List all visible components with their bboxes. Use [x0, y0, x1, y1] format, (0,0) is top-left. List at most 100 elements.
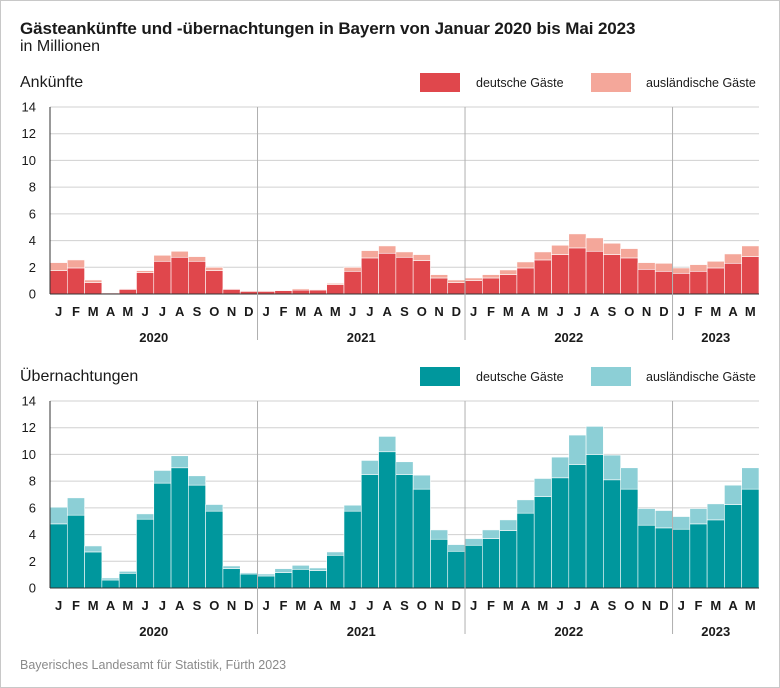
- nights-month-label: F: [487, 598, 495, 613]
- arrivals-month-label: O: [417, 304, 427, 319]
- arrivals-y-tick-label: 6: [29, 206, 36, 221]
- nights-bar-foreign: [188, 475, 206, 486]
- arrivals-month-label: J: [366, 304, 373, 319]
- arrivals-bar-domestic: [464, 280, 483, 295]
- nights-bar-domestic: [239, 573, 258, 589]
- arrivals-month-label: M: [537, 304, 548, 319]
- nights-bar-domestic: [84, 551, 103, 589]
- arrivals-bar-domestic: [188, 260, 206, 295]
- nights-bar-foreign: [170, 455, 189, 469]
- arrivals-bar-foreign: [689, 264, 708, 272]
- arrivals-month-label: O: [624, 304, 634, 319]
- nights-year-label: 2022: [554, 624, 583, 639]
- arrivals-bar-domestic: [153, 260, 172, 295]
- arrivals-bar-domestic: [378, 252, 397, 295]
- nights-month-label: M: [745, 598, 756, 613]
- arrivals-bar-foreign: [118, 288, 137, 290]
- arrivals-year-label: 2020: [139, 330, 168, 345]
- arrivals-bar-domestic: [672, 272, 691, 295]
- arrivals-month-label: M: [330, 304, 341, 319]
- nights-y-tick-label: 14: [22, 394, 36, 409]
- nights-month-label: M: [88, 598, 99, 613]
- arrivals-bar-domestic: [637, 268, 656, 295]
- nights-year-label: 2021: [347, 624, 376, 639]
- arrivals-bar-foreign: [309, 289, 327, 291]
- nights-bar-domestic: [66, 514, 85, 589]
- nights-bar-foreign: [724, 484, 743, 505]
- nights-bar-foreign: [499, 519, 518, 531]
- arrivals-month-label: N: [227, 304, 236, 319]
- nights-month-label: A: [383, 598, 393, 613]
- arrivals-bar-domestic: [689, 270, 708, 295]
- nights-bar-foreign: [118, 571, 137, 574]
- arrivals-month-label: M: [503, 304, 514, 319]
- nights-month-label: J: [159, 598, 166, 613]
- nights-bar-domestic: [637, 524, 656, 589]
- nights-month-label: S: [400, 598, 409, 613]
- nights-bar-foreign: [136, 513, 155, 520]
- arrivals-y-tick-label: 0: [29, 287, 36, 302]
- arrivals-bar-foreign: [378, 245, 397, 254]
- nights-bar-foreign: [395, 461, 414, 475]
- nights-y-tick-label: 10: [22, 447, 36, 462]
- nights-bar-foreign: [49, 506, 68, 525]
- nights-bar-foreign: [706, 503, 725, 521]
- arrivals-bar-foreign: [482, 274, 500, 279]
- nights-month-label: N: [642, 598, 651, 613]
- nights-bar-domestic: [447, 550, 466, 589]
- nights-month-label: F: [694, 598, 702, 613]
- arrivals-month-label: M: [710, 304, 721, 319]
- nights-month-label: O: [209, 598, 219, 613]
- arrivals-bar-foreign: [49, 262, 68, 271]
- nights-bar-domestic: [395, 474, 414, 589]
- arrivals-bar-domestic: [620, 257, 639, 295]
- arrivals-bar-domestic: [222, 289, 241, 295]
- arrivals-month-label: M: [122, 304, 133, 319]
- nights-bar-domestic: [136, 518, 155, 589]
- nights-bar-domestic: [309, 570, 327, 589]
- arrivals-year-label: 2021: [347, 330, 376, 345]
- arrivals-bar-foreign: [239, 290, 258, 292]
- arrivals-month-label: A: [383, 304, 393, 319]
- arrivals-bar-domestic: [568, 247, 587, 295]
- arrivals-y-tick-label: 2: [29, 260, 36, 275]
- arrivals-bar-domestic: [499, 274, 518, 295]
- nights-bar-foreign: [343, 504, 362, 512]
- nights-month-label: J: [470, 598, 477, 613]
- nights-bar-foreign: [603, 454, 621, 481]
- arrivals-month-label: J: [141, 304, 148, 319]
- arrivals-month-label: D: [244, 304, 253, 319]
- arrivals-bar-domestic: [516, 267, 535, 295]
- source-note: Bayerisches Landesamt für Statistik, Für…: [20, 658, 287, 672]
- nights-month-label: S: [193, 598, 202, 613]
- nights-bar-foreign: [291, 564, 310, 570]
- nights-bar-foreign: [620, 467, 639, 490]
- nights-bar-foreign: [222, 565, 241, 569]
- nights-bar-domestic: [118, 573, 137, 589]
- nights-bar-domestic: [222, 568, 241, 589]
- nights-month-label: A: [521, 598, 531, 613]
- nights-month-label: D: [659, 598, 668, 613]
- arrivals-bar-foreign: [499, 269, 518, 275]
- nights-month-label: J: [574, 598, 581, 613]
- nights-month-label: M: [122, 598, 133, 613]
- nights-year-label: 2020: [139, 624, 168, 639]
- arrivals-legend-label-foreign: ausländische Gäste: [646, 76, 756, 90]
- arrivals-month-label: A: [175, 304, 185, 319]
- arrivals-month-label: O: [209, 304, 219, 319]
- nights-bar-domestic: [412, 488, 431, 589]
- nights-year-label: 2023: [701, 624, 730, 639]
- arrivals-bar-domestic: [447, 282, 466, 295]
- nights-month-label: N: [227, 598, 236, 613]
- arrivals-bar-domestic: [66, 267, 85, 295]
- arrivals-year-label: 2022: [554, 330, 583, 345]
- nights-bar-foreign: [101, 577, 120, 581]
- nights-bar-foreign: [654, 510, 673, 529]
- arrivals-month-label: A: [521, 304, 531, 319]
- nights-bar-foreign: [360, 460, 379, 475]
- nights-bar-foreign: [568, 434, 587, 465]
- nights-month-label: O: [417, 598, 427, 613]
- nights-bar-domestic: [170, 467, 189, 589]
- nights-bar-foreign: [482, 529, 500, 539]
- arrivals-bar-foreign: [724, 253, 743, 264]
